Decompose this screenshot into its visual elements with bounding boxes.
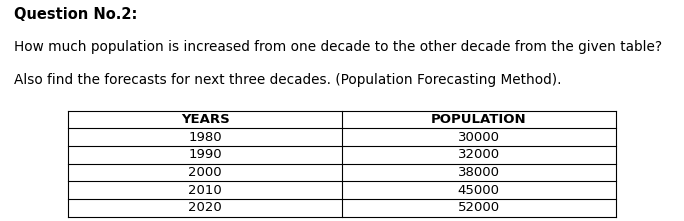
Text: 52000: 52000 xyxy=(458,201,500,214)
Text: How much population is increased from one decade to the other decade from the gi: How much population is increased from on… xyxy=(14,40,662,54)
Text: 30000: 30000 xyxy=(458,131,500,143)
Text: Also find the forecasts for next three decades. (Population Forecasting Method).: Also find the forecasts for next three d… xyxy=(14,73,561,87)
Text: YEARS: YEARS xyxy=(181,113,230,126)
Text: Question No.2:: Question No.2: xyxy=(14,7,137,22)
Text: 2020: 2020 xyxy=(188,201,222,214)
Text: 32000: 32000 xyxy=(458,148,500,161)
Text: 45000: 45000 xyxy=(458,184,500,196)
Text: 38000: 38000 xyxy=(458,166,500,179)
Text: 1980: 1980 xyxy=(188,131,222,143)
Text: 2010: 2010 xyxy=(188,184,222,196)
Text: 1990: 1990 xyxy=(188,148,222,161)
Text: 2000: 2000 xyxy=(188,166,222,179)
Text: POPULATION: POPULATION xyxy=(431,113,527,126)
